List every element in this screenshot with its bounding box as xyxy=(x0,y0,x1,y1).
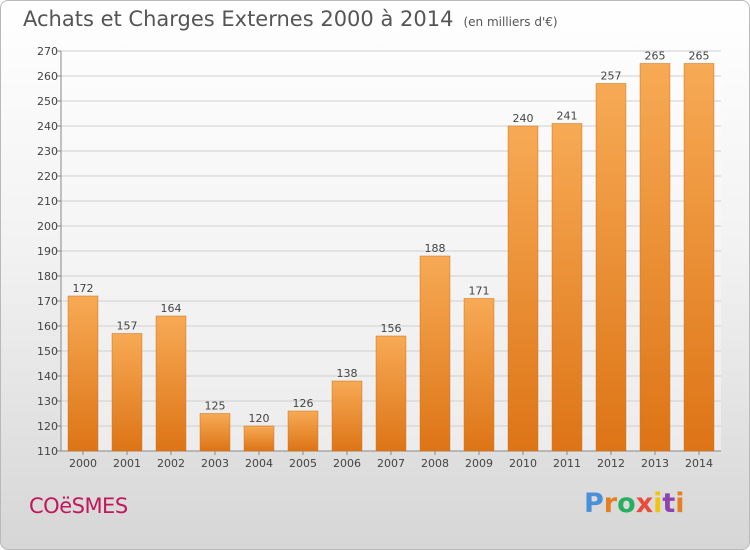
x-tick-label: 2014 xyxy=(685,457,713,470)
data-label: 156 xyxy=(381,322,402,335)
proxiti-logo[interactable]: Proxiti xyxy=(584,488,685,519)
bar xyxy=(67,295,99,452)
commune-name: COëSMES xyxy=(29,494,128,518)
x-tick-label: 2008 xyxy=(421,457,449,470)
data-label: 240 xyxy=(513,112,534,125)
y-tick-label: 170 xyxy=(37,295,58,308)
logo-letter: i xyxy=(675,488,685,519)
data-label: 172 xyxy=(73,282,94,295)
data-label: 120 xyxy=(249,412,270,425)
x-tick-label: 2009 xyxy=(465,457,493,470)
bar xyxy=(287,410,319,452)
x-tick-label: 2000 xyxy=(69,457,97,470)
x-tick-label: 2006 xyxy=(333,457,361,470)
logo-letter: x xyxy=(635,488,654,519)
title-text: Achats et Charges Externes 2000 à 2014 xyxy=(23,7,454,31)
x-tick-label: 2002 xyxy=(157,457,185,470)
bar xyxy=(551,123,583,452)
y-tick-label: 230 xyxy=(37,145,58,158)
bar xyxy=(507,125,539,452)
logo-letter: t xyxy=(662,488,676,519)
y-tick-label: 190 xyxy=(37,245,58,258)
bar xyxy=(595,83,627,452)
y-tick-label: 220 xyxy=(37,170,58,183)
logo-letter: P xyxy=(584,488,604,519)
y-tick-label: 150 xyxy=(37,345,58,358)
bar xyxy=(243,425,275,452)
y-tick-label: 110 xyxy=(37,445,58,458)
x-tick-label: 2010 xyxy=(509,457,537,470)
bar xyxy=(419,255,451,452)
y-tick-label: 210 xyxy=(37,195,58,208)
bar xyxy=(331,380,363,452)
y-tick-label: 200 xyxy=(37,220,58,233)
bar xyxy=(463,298,495,452)
y-tick-label: 250 xyxy=(37,95,58,108)
y-tick-label: 240 xyxy=(37,120,58,133)
logo-letter: i xyxy=(653,488,663,519)
bar xyxy=(639,63,671,452)
data-label: 126 xyxy=(293,397,314,410)
x-tick-label: 2012 xyxy=(597,457,625,470)
x-tick-label: 2003 xyxy=(201,457,229,470)
bar xyxy=(155,315,187,452)
y-tick-label: 160 xyxy=(37,320,58,333)
data-label: 138 xyxy=(337,367,358,380)
y-tick-label: 140 xyxy=(37,370,58,383)
bar xyxy=(683,63,715,452)
data-label: 171 xyxy=(469,285,490,298)
x-tick-label: 2007 xyxy=(377,457,405,470)
data-label: 265 xyxy=(645,50,666,63)
data-label: 265 xyxy=(689,50,710,63)
logo-letter: r xyxy=(603,488,618,519)
y-tick-label: 180 xyxy=(37,270,58,283)
chart-title: Achats et Charges Externes 2000 à 2014 (e… xyxy=(23,7,558,31)
y-tick-label: 130 xyxy=(37,395,58,408)
data-label: 125 xyxy=(205,400,226,413)
data-label: 241 xyxy=(557,110,578,123)
logo-letter: o xyxy=(617,488,636,519)
data-label: 188 xyxy=(425,242,446,255)
y-tick-label: 260 xyxy=(37,70,58,83)
x-tick-label: 2001 xyxy=(113,457,141,470)
x-tick-label: 2011 xyxy=(553,457,581,470)
data-label: 257 xyxy=(601,70,622,83)
bar xyxy=(111,333,143,452)
x-tick-label: 2013 xyxy=(641,457,669,470)
x-tick-label: 2004 xyxy=(245,457,273,470)
data-label: 164 xyxy=(161,302,182,315)
unit-label: (en milliers d'€) xyxy=(463,15,558,29)
y-tick-label: 270 xyxy=(37,45,58,58)
bar xyxy=(375,335,407,452)
y-tick-label: 120 xyxy=(37,420,58,433)
bar xyxy=(199,413,231,452)
x-tick-label: 2005 xyxy=(289,457,317,470)
data-label: 157 xyxy=(117,320,138,333)
